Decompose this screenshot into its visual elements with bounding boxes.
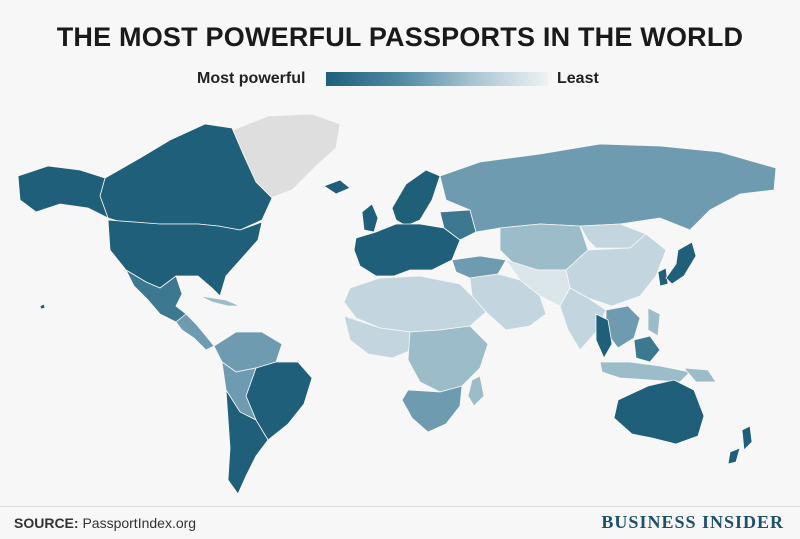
- footer: SOURCE: PassportIndex.org BUSINESS INSID…: [0, 506, 800, 539]
- legend-most-powerful-label: Most powerful: [197, 70, 306, 87]
- source-credit: SOURCE: PassportIndex.org: [14, 515, 196, 531]
- borneo: [633, 335, 661, 363]
- argentina-chile: [225, 389, 269, 495]
- russia: [439, 143, 777, 233]
- europe: [353, 223, 461, 277]
- scandinavia: [391, 169, 441, 227]
- korea: [657, 267, 669, 287]
- legend-gradient-bar: [326, 72, 548, 86]
- source-label: SOURCE:: [14, 515, 79, 531]
- legend-least-label: Least: [557, 70, 599, 87]
- madagascar: [467, 375, 485, 407]
- mexico: [125, 268, 187, 323]
- brand-logo: BUSINESS INSIDER: [601, 512, 784, 532]
- indonesia: [599, 361, 691, 383]
- uk-ireland: [361, 203, 379, 233]
- caribbean: [199, 295, 241, 307]
- new-zealand: [727, 425, 753, 465]
- united-states: [107, 219, 263, 297]
- eastern-europe: [439, 209, 477, 241]
- central-east-africa: [407, 325, 489, 393]
- alaska: [17, 165, 109, 219]
- iceland: [323, 179, 351, 195]
- central-america: [175, 313, 215, 351]
- southern-africa: [401, 385, 463, 433]
- hawaii: [39, 303, 46, 310]
- thailand-malaysia: [595, 313, 613, 359]
- source-value: PassportIndex.org: [82, 515, 197, 531]
- australia: [613, 379, 705, 445]
- papua-new-guinea: [683, 367, 717, 383]
- japan: [665, 241, 697, 285]
- world-map: [17, 113, 777, 495]
- west-africa: [343, 315, 413, 359]
- map-title: THE MOST POWERFUL PASSPORTS IN THE WORLD: [56, 22, 744, 52]
- legend: Most powerful Least: [0, 68, 800, 92]
- philippines: [647, 307, 661, 337]
